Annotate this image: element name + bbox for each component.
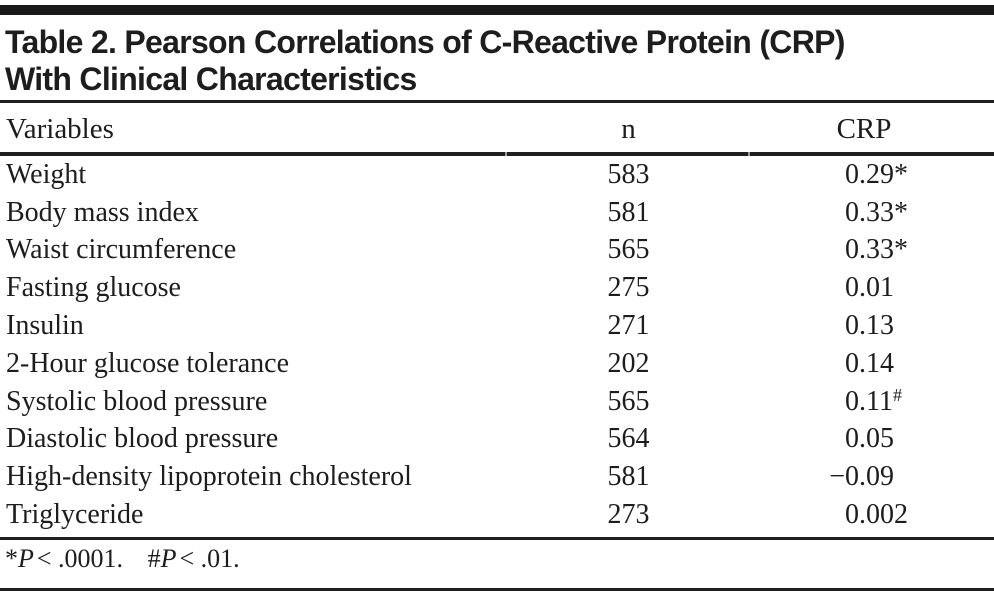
column-header-variables: Variables <box>6 112 114 145</box>
title-rule <box>0 100 994 103</box>
table-row: Weight 583 0.29 * <box>0 156 994 194</box>
table-row: Triglyceride 273 0.002 <box>0 496 994 534</box>
crp-cell: 0.14 <box>752 348 994 380</box>
variable-cell: Weight <box>6 158 87 190</box>
footnote-threshold: < .01. <box>179 544 240 573</box>
n-cell: 202 <box>607 347 650 379</box>
crp-value: 0.002 <box>845 499 908 531</box>
bottom-rule <box>0 588 994 591</box>
variable-cell: Fasting glucose <box>6 272 181 304</box>
n-cell: 271 <box>607 310 650 342</box>
table-title: Table 2. Pearson Correlations of C-React… <box>5 24 845 98</box>
crp-hash-marker: # <box>892 384 902 405</box>
n-cell: 564 <box>607 423 650 455</box>
crp-value: 0.13 <box>845 310 894 342</box>
crp-cell: 0.05 <box>752 423 994 455</box>
footnote-rule <box>0 537 994 540</box>
footnote-item: *P < .0001. <box>5 544 123 573</box>
crp-cell: 0.33 * <box>752 197 994 229</box>
crp-cell: 0.29 * <box>752 159 994 191</box>
n-cell: 583 <box>607 158 650 190</box>
table-title-line-1: Table 2. Pearson Correlations of C-React… <box>5 24 845 60</box>
table-row: Diastolic blood pressure 564 0.05 <box>0 421 994 459</box>
crp-cell: −0.09 <box>752 461 994 493</box>
crp-sign: − <box>829 461 845 493</box>
table-row: Insulin 271 0.13 <box>0 307 994 345</box>
top-rule <box>0 5 994 15</box>
crp-cell: 0.11 # <box>752 384 994 418</box>
table-body: Weight 583 0.29 * Body mass index 581 0.3… <box>0 156 994 534</box>
crp-value: 0.33 <box>845 196 894 228</box>
variable-cell: Insulin <box>6 310 84 342</box>
table-row: Systolic blood pressure 565 0.11 # <box>0 383 994 421</box>
table-row: Body mass index 581 0.33 * <box>0 194 994 232</box>
footnote-threshold: < .0001. <box>36 544 124 573</box>
variable-cell: 2-Hour glucose tolerance <box>6 347 289 379</box>
footnote-p-symbol: P <box>160 544 177 573</box>
crp-value: 0.11 <box>845 385 893 417</box>
column-header-n: n <box>621 112 636 145</box>
table-row: 2-Hour glucose tolerance 202 0.14 <box>0 345 994 383</box>
table-row: High-density lipoprotein cholesterol 581… <box>0 458 994 496</box>
variable-cell: High-density lipoprotein cholesterol <box>6 461 412 493</box>
footnote: *P < .0001. #P < .01. <box>5 544 240 574</box>
footnote-item: #P < .01. <box>148 544 240 573</box>
n-cell: 275 <box>607 272 650 304</box>
crp-value: 0.33 <box>845 234 894 266</box>
crp-cell: 0.002 <box>752 499 994 531</box>
n-cell: 581 <box>607 461 650 493</box>
n-cell: 273 <box>607 499 650 531</box>
crp-cell: 0.13 <box>752 310 994 342</box>
crp-value: 0.09 <box>845 461 894 493</box>
n-cell: 565 <box>607 385 650 417</box>
variable-cell: Systolic blood pressure <box>6 385 268 417</box>
crp-value: 0.05 <box>845 423 894 455</box>
table-row: Waist circumference 565 0.33 * <box>0 232 994 270</box>
variable-cell: Diastolic blood pressure <box>6 423 279 455</box>
crp-value: 0.01 <box>845 272 894 304</box>
variable-cell: Body mass index <box>6 196 199 228</box>
crp-star-marker: * <box>894 234 908 266</box>
crp-cell: 0.01 <box>752 272 994 304</box>
crp-star-marker: * <box>894 158 908 190</box>
table-row: Fasting glucose 275 0.01 <box>0 269 994 307</box>
footnote-hash-marker: # <box>147 544 161 573</box>
variable-cell: Waist circumference <box>6 234 237 266</box>
table-title-line-2: With Clinical Characteristics <box>5 61 417 97</box>
variable-cell: Triglyceride <box>6 499 144 531</box>
column-header-crp: CRP <box>836 112 892 145</box>
n-cell: 581 <box>607 196 650 228</box>
footnote-p-symbol: P <box>18 544 34 573</box>
header-rule <box>0 152 994 156</box>
n-cell: 565 <box>607 234 650 266</box>
crp-cell: 0.33 * <box>752 234 994 266</box>
table-header-row: Variables n CRP <box>0 106 994 152</box>
crp-star-marker: * <box>894 196 908 228</box>
crp-value: 0.14 <box>845 347 894 379</box>
footnote-star-marker: * <box>5 544 18 573</box>
crp-value: 0.29 <box>845 158 894 190</box>
